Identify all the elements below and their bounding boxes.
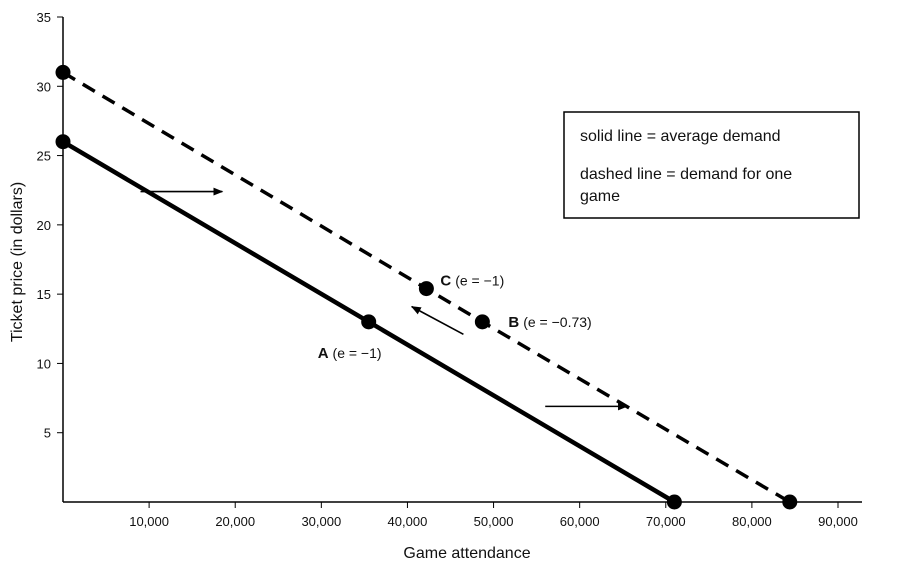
y-tick-label: 25: [37, 149, 51, 164]
x-tick-label: 10,000: [129, 514, 169, 529]
point-letter: A: [318, 345, 329, 362]
x-tick-label: 90,000: [818, 514, 858, 529]
x-tick-label: 60,000: [560, 514, 600, 529]
legend-line-1: solid line = average demand: [580, 128, 781, 145]
shift-arrow: [410, 305, 464, 336]
point-b: [474, 314, 490, 330]
dashed-demand-line: [62, 70, 791, 504]
y-tick-label: 35: [37, 10, 51, 25]
x-axis-title: Game attendance: [403, 545, 530, 562]
dashed-line-intercept-point: [55, 64, 71, 80]
x-tick-label: 50,000: [474, 514, 514, 529]
point-letter: B: [508, 314, 519, 331]
x-tick-label: 30,000: [301, 514, 341, 529]
legend-box: [563, 111, 860, 219]
point-a: [361, 314, 377, 330]
point-label-b: B (e = −0.73): [508, 314, 591, 331]
point-c: [418, 281, 434, 297]
ticks: 10,000 20,000 30,000 40,000 50,000 60,000 70,0…: [37, 10, 858, 529]
legend: solid line = average demand dashed line …: [563, 111, 860, 219]
legend-line-2: dashed line = demand for one: [580, 166, 792, 183]
solid-line-intercept-point: [666, 494, 682, 510]
x-tick-label: 80,000: [732, 514, 772, 529]
point-elasticity: (e = −1): [455, 273, 504, 289]
dashed-line-intercept-point: [782, 494, 798, 510]
point-label-a: A (e = −1): [318, 345, 382, 362]
legend-line-3: game: [580, 188, 620, 205]
x-tick-label: 40,000: [388, 514, 428, 529]
y-tick-label: 15: [37, 287, 51, 302]
point-label-c: C (e = −1): [440, 273, 504, 290]
point-elasticity: (e = −1): [333, 345, 382, 361]
shift-arrows: [140, 187, 629, 411]
x-tick-label: 70,000: [646, 514, 686, 529]
solid-line-intercept-point: [55, 134, 71, 150]
axes: [62, 17, 862, 503]
y-tick-label: 20: [37, 218, 51, 233]
x-tick-label: 20,000: [215, 514, 255, 529]
y-tick-label: 5: [44, 426, 51, 441]
point-elasticity: (e = −0.73): [523, 314, 592, 330]
y-tick-label: 10: [37, 356, 51, 371]
y-axis-title: Ticket price (in dollars): [9, 182, 26, 342]
labeled-points: A (e = −1)C (e = −1)B (e = −0.73): [318, 273, 592, 362]
point-letter: C: [440, 273, 451, 290]
y-tick-label: 30: [37, 79, 51, 94]
